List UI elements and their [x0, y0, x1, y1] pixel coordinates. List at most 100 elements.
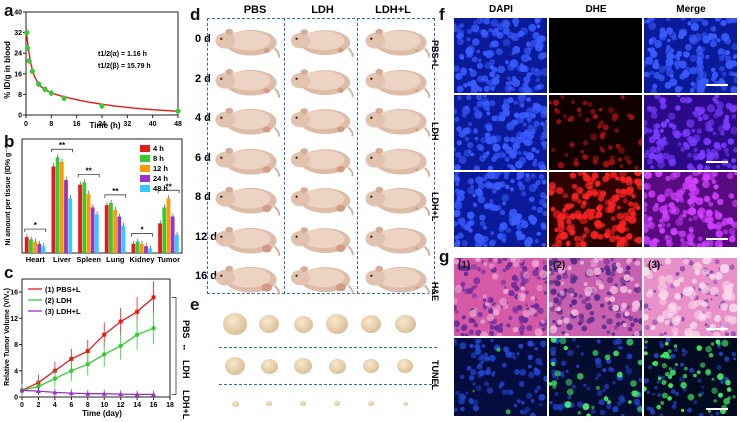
bar [139, 243, 144, 253]
mouse-photo [211, 179, 283, 217]
mouse-photo [211, 258, 283, 296]
x-tick-label: 2 [36, 402, 40, 409]
legend-label: 24 h [153, 174, 168, 183]
mouse-photo [287, 21, 356, 59]
significance-mark: ** [166, 182, 173, 191]
panel-label-e: e [190, 295, 200, 314]
tumor-divider-1 [219, 347, 437, 348]
y-tick-label: 8 [18, 92, 22, 99]
tumor-photo [231, 400, 239, 407]
bar [64, 180, 68, 253]
tumor-divider-2 [219, 384, 437, 385]
bar [113, 209, 118, 253]
scale-bar [706, 161, 728, 163]
significance-bracket [104, 194, 127, 198]
fluorescence-image [454, 172, 547, 247]
bar [37, 243, 42, 253]
tunel-stain-image [644, 338, 737, 416]
row-label-day: 0 d [195, 33, 211, 45]
bar [162, 207, 167, 253]
data-point [151, 325, 156, 331]
fluorescence-image [454, 95, 547, 170]
y-tick-label: 8 [14, 342, 18, 349]
tumor-photo [402, 401, 408, 406]
row-label-ldh-l-f: LDH+L [430, 192, 440, 222]
y-tick-label: 12 [10, 316, 18, 323]
bar [121, 225, 126, 253]
scale-bar [706, 408, 728, 410]
legend-swatch [140, 145, 150, 152]
data-point [134, 332, 140, 337]
bar [78, 184, 82, 253]
he-stain-image: (3) [644, 258, 737, 336]
scale-bar [706, 238, 728, 240]
data-point [19, 387, 25, 393]
bar [33, 241, 38, 253]
row-label-he: H&E [430, 282, 440, 302]
tumor-photo-grid: PBS LDH LDH+L [181, 300, 437, 422]
col-header-pbs: PBS [243, 4, 267, 16]
data-point [68, 390, 74, 396]
mouse-photo [287, 140, 356, 178]
category-label: Kidney [129, 255, 155, 264]
panel-label-d: d [190, 5, 201, 24]
bar [94, 214, 99, 253]
panel-label-a: a [4, 1, 14, 20]
significance-mark: ** [86, 166, 93, 175]
col-header-dhe: DHE [585, 4, 607, 15]
x-tick-label: 8 [86, 402, 90, 409]
y-tick-label: 16 [14, 71, 22, 78]
mouse-photo [287, 219, 356, 257]
row-label-day: 12 d [195, 230, 218, 243]
half-life-beta: t1/2(β) = 15.79 h [98, 63, 151, 70]
bar [158, 223, 162, 253]
data-point [118, 319, 123, 324]
fluorescence-image [644, 95, 737, 170]
tumor-photo [363, 359, 379, 374]
chart-a: % ID/g in blood Time (h) t1/2(α) = 1.16 … [3, 10, 182, 131]
data-point [48, 90, 54, 96]
data-point [118, 391, 124, 397]
tumor-photo [293, 315, 313, 333]
histology-column-label: (2) [553, 260, 566, 271]
data-point [29, 68, 35, 74]
histology-grid: H&E TUNEL (1) (2) (3) [430, 252, 740, 422]
bar [90, 207, 95, 253]
chart-b-ylabel: Ni amount per tissue (ID% g⁻¹) [5, 144, 12, 245]
row-label-day: 8 d [195, 191, 211, 203]
tumor-photo [334, 401, 340, 407]
data-point [24, 29, 30, 36]
data-point [42, 86, 48, 92]
bar [109, 202, 113, 253]
mouse-photo [360, 179, 434, 217]
tumor-photo [266, 401, 272, 407]
x-tick-label: 0 [20, 402, 24, 409]
data-point [85, 362, 90, 367]
fluorescence-image [549, 95, 642, 170]
data-point [69, 368, 74, 373]
bar [135, 241, 140, 253]
legend-label: 48 h [153, 184, 168, 193]
tumor-photo [397, 359, 413, 374]
col-header-dapi: DAPI [489, 4, 513, 15]
panel-label-c: c [4, 263, 14, 282]
significance-bracket [24, 228, 47, 233]
row-label-pbs: PBS [181, 320, 191, 339]
dashed-frame [207, 18, 435, 294]
chart-c-ylabel: Relative Tumor Volume (V/V₀) [4, 288, 11, 386]
mouse-photo [211, 61, 283, 99]
bar [148, 248, 153, 253]
legend-swatch [140, 165, 150, 172]
col-header-ldh-l: LDH+L [375, 4, 411, 16]
legend-swatch [140, 185, 150, 192]
data-point [52, 376, 58, 381]
row-label-day: 4 d [195, 112, 211, 124]
legend-swatch [140, 155, 150, 162]
x-tick-label: 24 [98, 121, 106, 128]
mouse-photo [360, 140, 434, 178]
data-point [151, 295, 156, 300]
category-label: Liver [53, 255, 71, 264]
panel-label-g: g [439, 247, 450, 266]
tunel-stain-image [549, 338, 642, 416]
tumor-photo [259, 315, 279, 333]
